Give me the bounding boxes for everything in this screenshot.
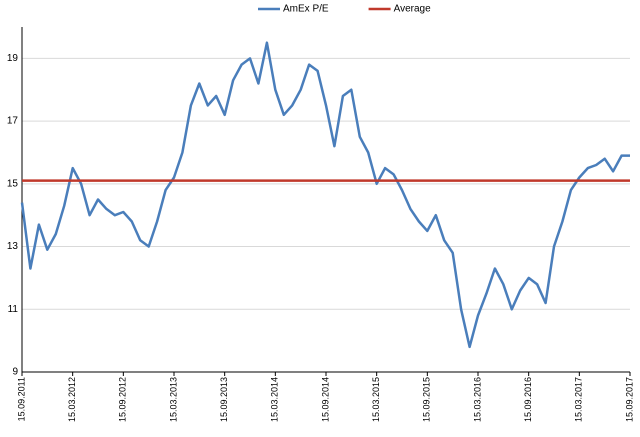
x-tick-label: 15.03.2015	[371, 377, 381, 422]
y-tick-label: 19	[7, 53, 19, 64]
y-tick-label: 17	[7, 116, 19, 127]
line-series	[20, 41, 630, 349]
y-tick-label: 9	[12, 367, 18, 378]
y-tick-label: 11	[8, 304, 19, 315]
x-tick-label: 15.03.2014	[270, 377, 280, 422]
legend-label: Average	[394, 4, 432, 15]
x-tick-label: 15.03.2016	[472, 377, 482, 422]
x-tick-label: 15.09.2013	[219, 377, 229, 422]
y-tick-label: 15	[7, 178, 19, 189]
legend-label: AmEx P/E	[283, 4, 329, 15]
x-tick-label: 15.09.2017	[624, 377, 634, 422]
x-tick-label: 15.09.2014	[320, 377, 330, 422]
x-tick-label: 15.03.2017	[574, 377, 584, 422]
y-tick-label: 13	[7, 241, 19, 252]
x-tick-label: 15.03.2013	[168, 377, 178, 422]
x-tick-label: 15.09.2015	[422, 377, 432, 422]
x-tick-label: 15.09.2011	[16, 377, 26, 421]
x-tick-label: 15.03.2012	[67, 377, 77, 422]
x-tick-label: 15.09.2016	[523, 377, 533, 422]
x-tick-label: 15.09.2012	[118, 377, 128, 422]
